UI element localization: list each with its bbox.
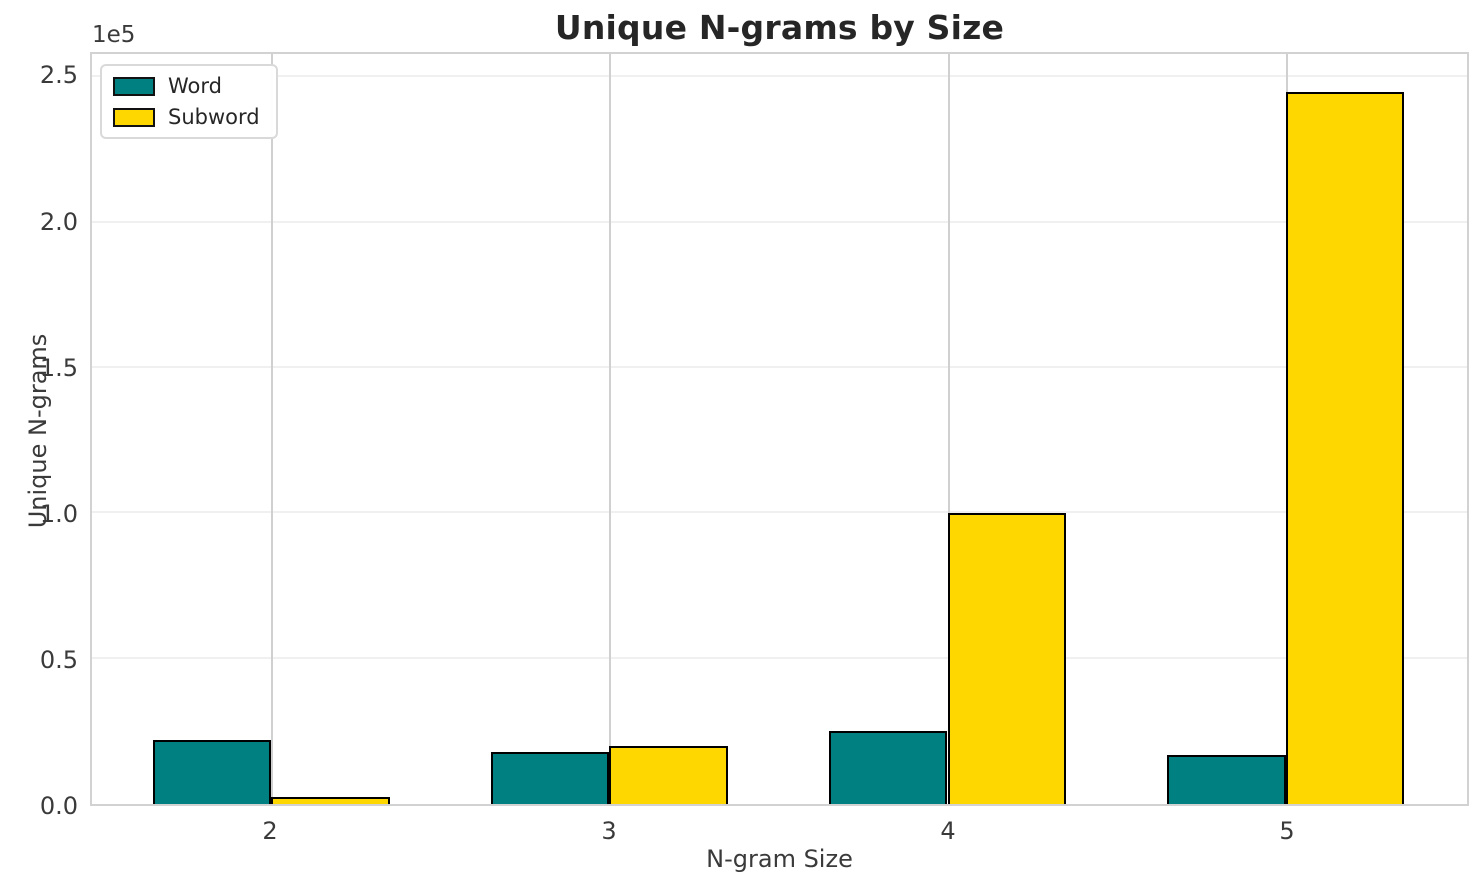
bar-subword-3	[609, 745, 728, 804]
bar-subword-2	[271, 796, 390, 804]
horizontal-gridline	[92, 365, 1467, 368]
legend-label: Word	[168, 74, 222, 98]
y-tick-label: 0.0	[39, 792, 78, 820]
legend-label: Subword	[168, 105, 260, 129]
x-tick-label: 2	[262, 817, 278, 845]
bar-subword-5	[1285, 91, 1404, 804]
y-axis-offset-text: 1e5	[92, 22, 136, 48]
y-tick-label: 1.5	[39, 353, 78, 382]
y-tick-label: 1.0	[39, 499, 78, 528]
bar-word-2	[153, 740, 272, 804]
horizontal-gridline	[92, 75, 1467, 78]
x-tick-label: 4	[940, 817, 956, 845]
vertical-gridline	[609, 54, 612, 804]
legend-swatch-icon	[113, 76, 155, 96]
vertical-gridline	[271, 54, 274, 804]
bar-subword-4	[947, 513, 1066, 804]
legend: Word Subword	[100, 64, 278, 139]
plot-area	[90, 52, 1469, 806]
chart-title: Unique N-grams by Size	[554, 8, 1005, 47]
bar-word-4	[829, 731, 948, 804]
legend-item-word: Word	[113, 74, 260, 98]
vertical-gridline	[947, 54, 950, 804]
y-tick-label: 0.5	[39, 645, 78, 674]
x-axis-label: N-gram Size	[706, 845, 853, 873]
x-tick-label: 5	[1279, 817, 1295, 845]
x-tick-label: 3	[601, 817, 617, 845]
bar-word-5	[1167, 754, 1286, 804]
y-tick-label: 2.5	[39, 61, 78, 90]
legend-item-subword: Subword	[113, 105, 260, 129]
horizontal-gridline	[92, 220, 1467, 223]
legend-swatch-icon	[113, 107, 155, 127]
horizontal-gridline	[92, 511, 1467, 514]
bar-word-3	[491, 751, 610, 804]
horizontal-gridline	[92, 656, 1467, 659]
y-tick-label: 2.0	[39, 207, 78, 236]
